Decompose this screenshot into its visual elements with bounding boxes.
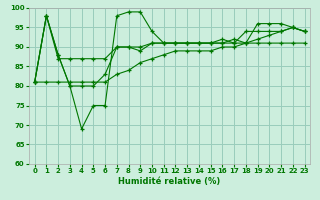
X-axis label: Humidité relative (%): Humidité relative (%) xyxy=(118,177,221,186)
